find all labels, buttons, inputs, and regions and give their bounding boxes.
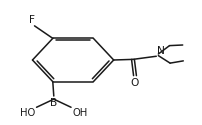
Text: F: F [29, 15, 35, 25]
Text: OH: OH [72, 108, 87, 118]
Text: B: B [50, 98, 57, 108]
Text: HO: HO [20, 108, 35, 118]
Text: O: O [130, 78, 139, 88]
Text: N: N [156, 46, 164, 56]
